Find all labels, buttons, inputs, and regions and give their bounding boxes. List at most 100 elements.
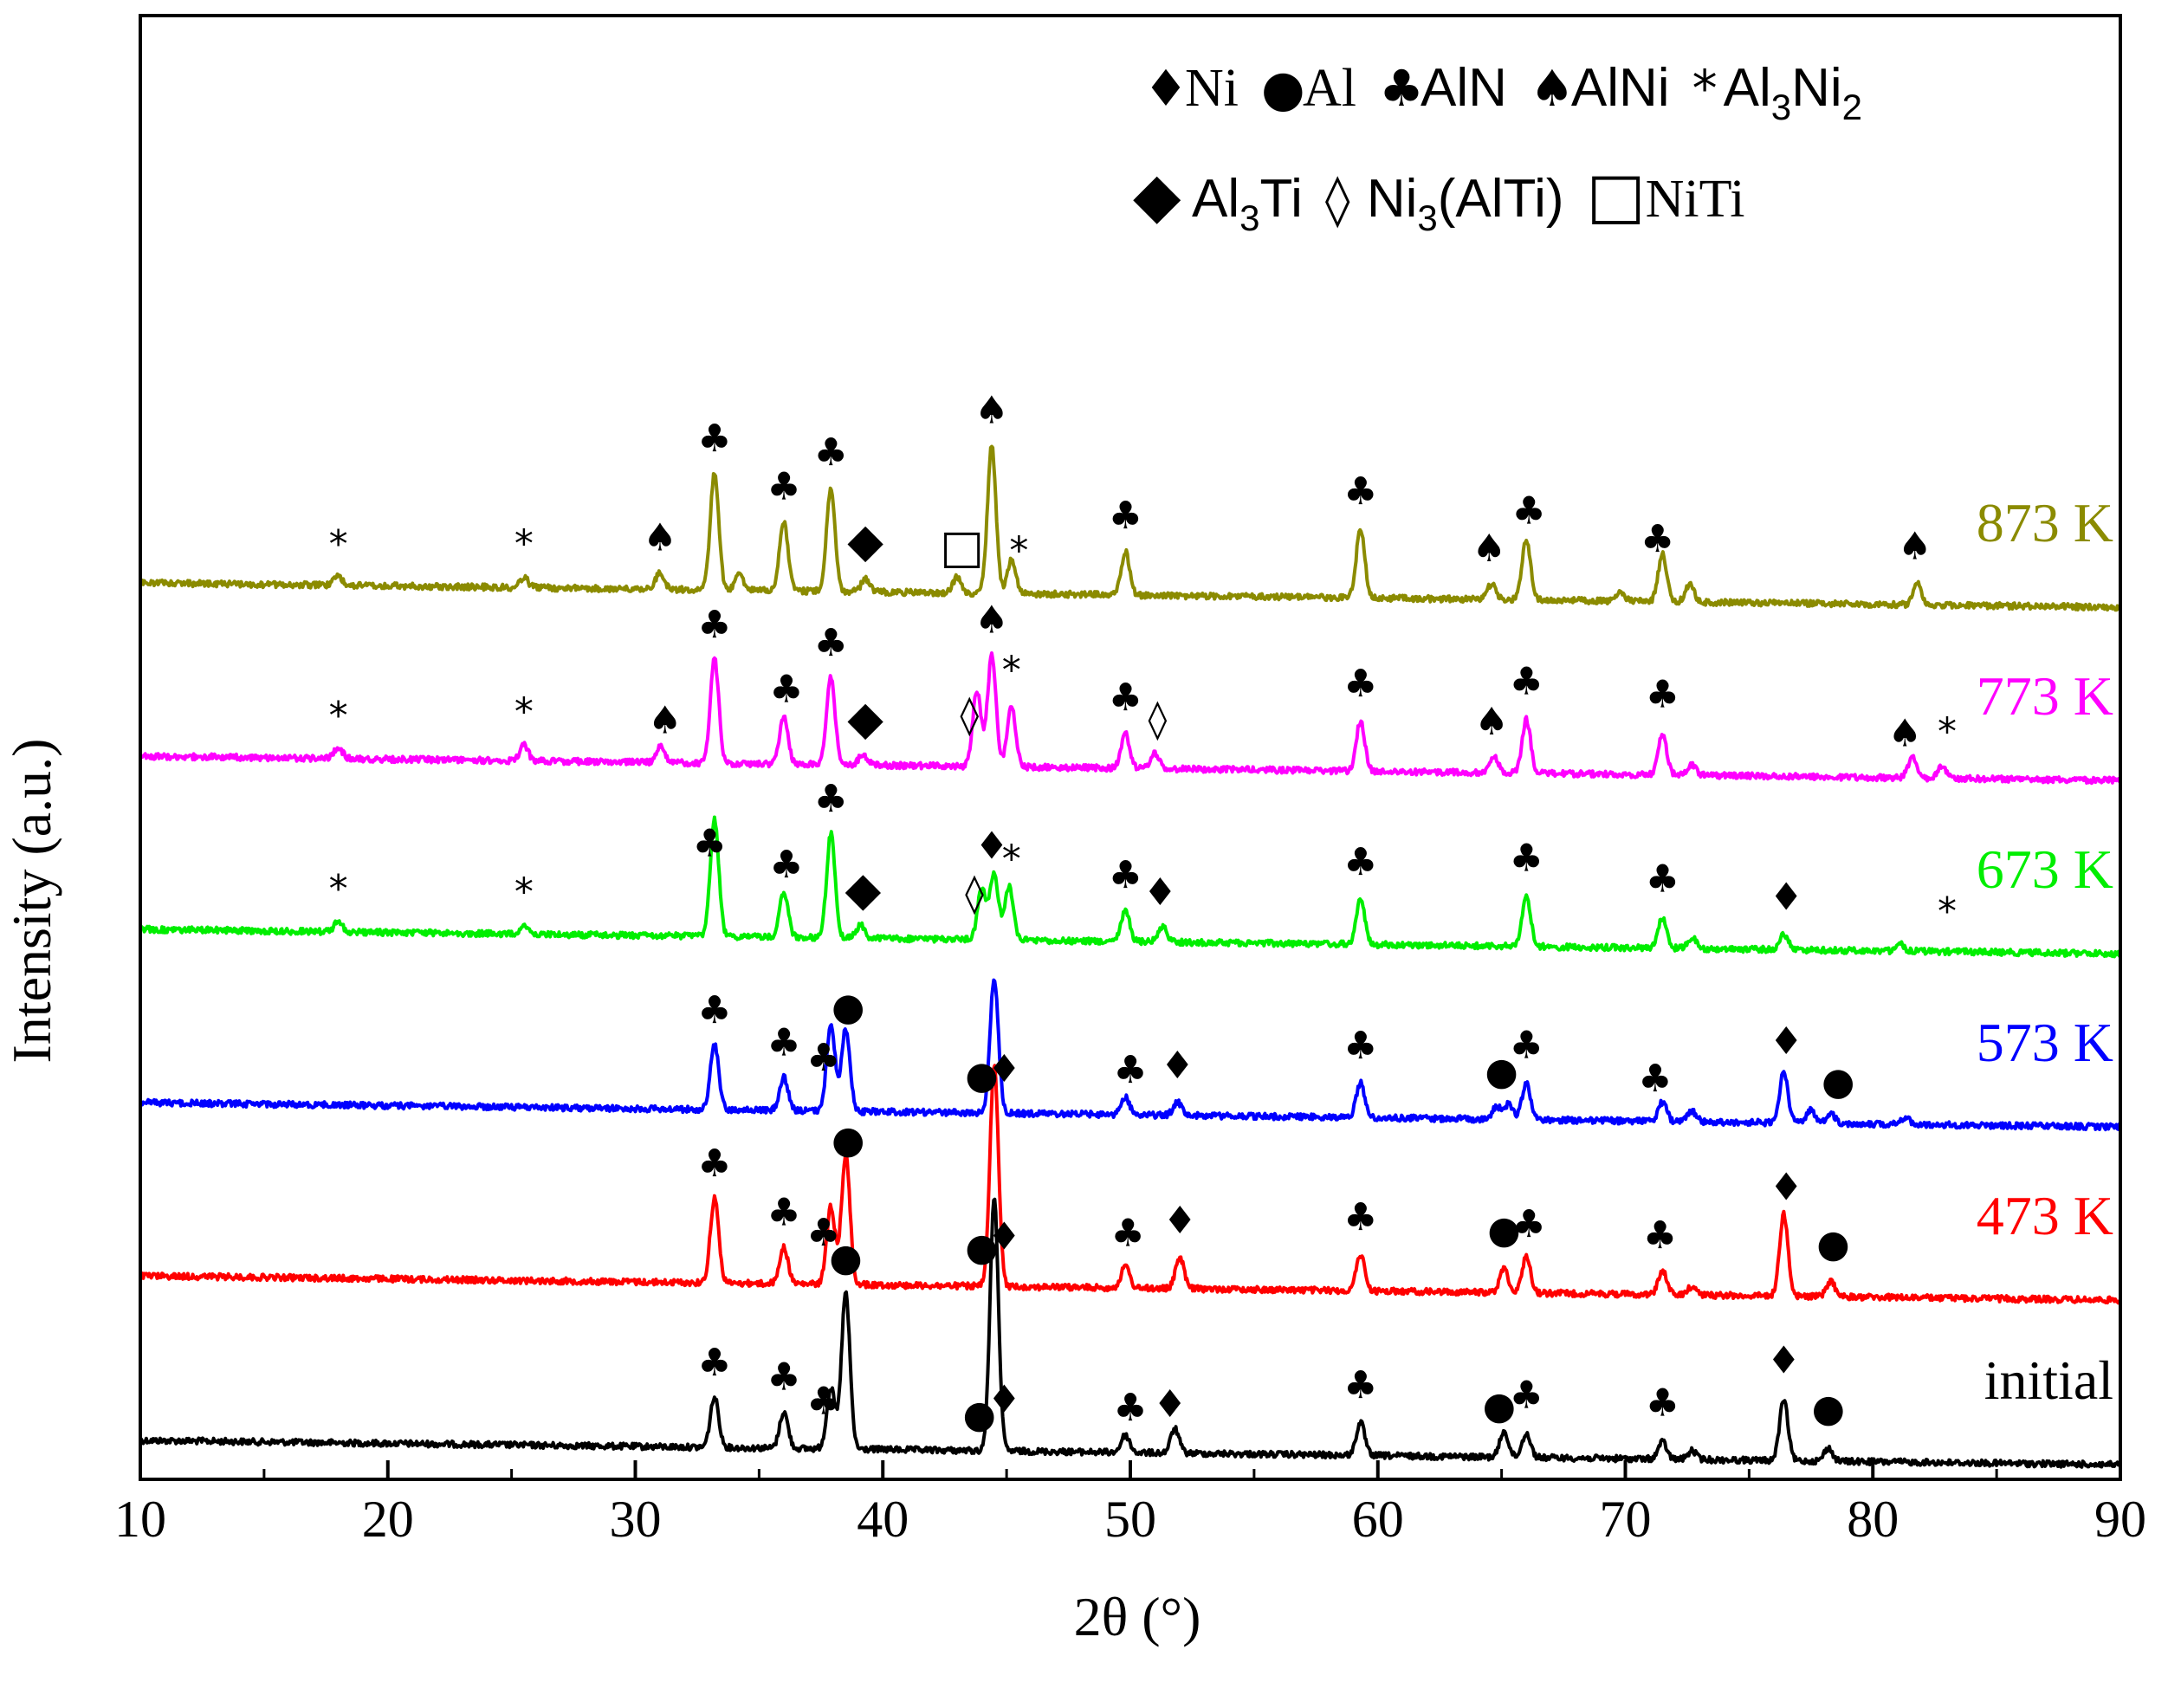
peak-marker: ♠ [1474,700,1508,744]
peak-marker: ● [1483,1384,1516,1428]
peak-marker: ♣ [1343,840,1377,884]
legend-label: Al3Ni2 [1724,58,1862,127]
legend-label: AlNi [1571,58,1670,118]
trace-773-K [139,651,2122,786]
peak-marker: ♣ [1646,673,1679,717]
peak-marker: * [514,521,534,566]
peak-marker: ♠ [1898,525,1932,569]
trace-473-K [139,1064,2122,1305]
peak-marker: ♣ [1646,857,1679,902]
legend-label: NiTi [1646,170,1745,229]
peak-marker: ● [1485,1050,1518,1094]
peak-marker: * [514,870,534,914]
peak-marker: ● [962,1393,995,1437]
peak-marker: ♣ [697,603,731,647]
peak-marker: ♣ [1643,1213,1677,1258]
peak-marker: ♣ [806,1211,840,1255]
peak-marker: * [329,867,348,911]
peak-marker: * [329,694,348,738]
peak-marker: ♣ [1343,662,1377,706]
peak-marker: ◆ [847,690,883,745]
peak-marker: ♣ [1511,1202,1545,1246]
peak-marker: ♦ [1162,1199,1196,1243]
peak-marker: ♠ [1888,711,1922,755]
legend-symbol: ◊ [1325,170,1350,229]
peak-marker: ● [1487,1208,1520,1252]
legend-label: Al3Ti [1192,169,1303,238]
peak-marker: ♣ [697,417,731,461]
peak-marker: ● [965,1226,998,1270]
peak-marker: ♦ [1143,870,1177,915]
peak-marker: ♣ [767,1021,800,1065]
peak-marker: ● [965,1053,998,1097]
x-tick-label: 10 [114,1491,166,1548]
trace-573-K [139,978,2122,1132]
peak-marker: ♣ [1509,659,1543,703]
peak-marker: ♣ [767,1355,800,1400]
peak-marker: ◊ [960,693,979,737]
peak-marker: ♠ [1472,527,1506,571]
peak-marker: ♣ [1646,1381,1679,1426]
peak-marker: ♣ [767,1191,800,1235]
legend-symbol: * [1692,59,1718,118]
legend-symbol: ● [1261,59,1305,118]
peak-marker: ♣ [1113,1386,1147,1430]
peak-marker: ♣ [697,1341,731,1385]
peak-marker: ♣ [1343,1363,1377,1407]
series-label-873-K: 873 K [1977,492,2113,553]
peak-marker: * [1938,710,1957,754]
peak-marker: ♠ [643,516,676,560]
peak-marker: ♣ [1109,676,1142,720]
peak-marker: ♣ [697,1142,731,1186]
peak-marker: ♦ [987,1378,1021,1422]
peak-marker: ♦ [1153,1382,1187,1427]
peak-marker: ◊ [1149,697,1168,741]
legend-symbol: □ [1587,159,1646,231]
peak-marker: ♣ [1109,853,1142,897]
x-tick-label: 30 [610,1491,662,1548]
series-label-773-K: 773 K [1977,665,2113,727]
peak-marker: ♠ [974,389,1008,433]
peak-marker: ● [832,985,864,1029]
peak-marker: ● [832,1118,864,1162]
legend-symbol: ♦ [1143,59,1188,118]
peak-marker: ♣ [806,1379,840,1423]
peak-marker: ♦ [987,1215,1021,1259]
peak-marker: □ [940,519,984,573]
peak-marker: ♦ [1769,876,1802,920]
legend-symbol: ♣ [1379,59,1424,118]
peak-marker: ● [1816,1222,1849,1266]
traces-layer [139,444,2122,1469]
axes-layer: 10 20 30 40 50 60 70 80 90 [114,14,2146,1548]
peak-marker: ♣ [813,430,847,475]
x-tick-label: 80 [1847,1491,1899,1548]
peak-marker: ♠ [648,699,682,743]
peak-marker: ♣ [769,843,803,887]
peak-marker: ♣ [813,777,847,821]
peak-marker: ● [1812,1387,1845,1431]
legend-label: Al [1303,59,1356,118]
series-label-573-K: 573 K [1977,1012,2113,1073]
peak-marker: ♣ [1110,1212,1144,1256]
x-tick-label: 40 [857,1491,909,1548]
series-label-initial: initial [1984,1349,2113,1411]
peak-marker: ♦ [1161,1044,1194,1088]
x-tick-label: 90 [2094,1491,2146,1548]
x-tick-label: 70 [1600,1491,1652,1548]
peak-marker: ♣ [1343,1195,1377,1239]
series-labels-layer: initial 473 K 573 K 673 K 773 K 873 K [1977,492,2113,1411]
peak-marker: ◆ [845,862,882,916]
peak-marker: ♦ [1769,1166,1802,1210]
peak-marker: ♣ [1343,1024,1377,1068]
peak-marker: * [1002,649,1021,693]
x-axis-label: 2θ (°) [1074,1586,1201,1647]
peak-marker: ◆ [847,513,883,567]
peak-marker: * [329,522,348,566]
peak-marker: ● [1822,1060,1854,1104]
peak-marker: * [1002,838,1021,882]
peak-marker: ♣ [767,465,800,509]
peak-marker: ♣ [769,668,803,712]
peak-marker: ♣ [697,988,731,1032]
